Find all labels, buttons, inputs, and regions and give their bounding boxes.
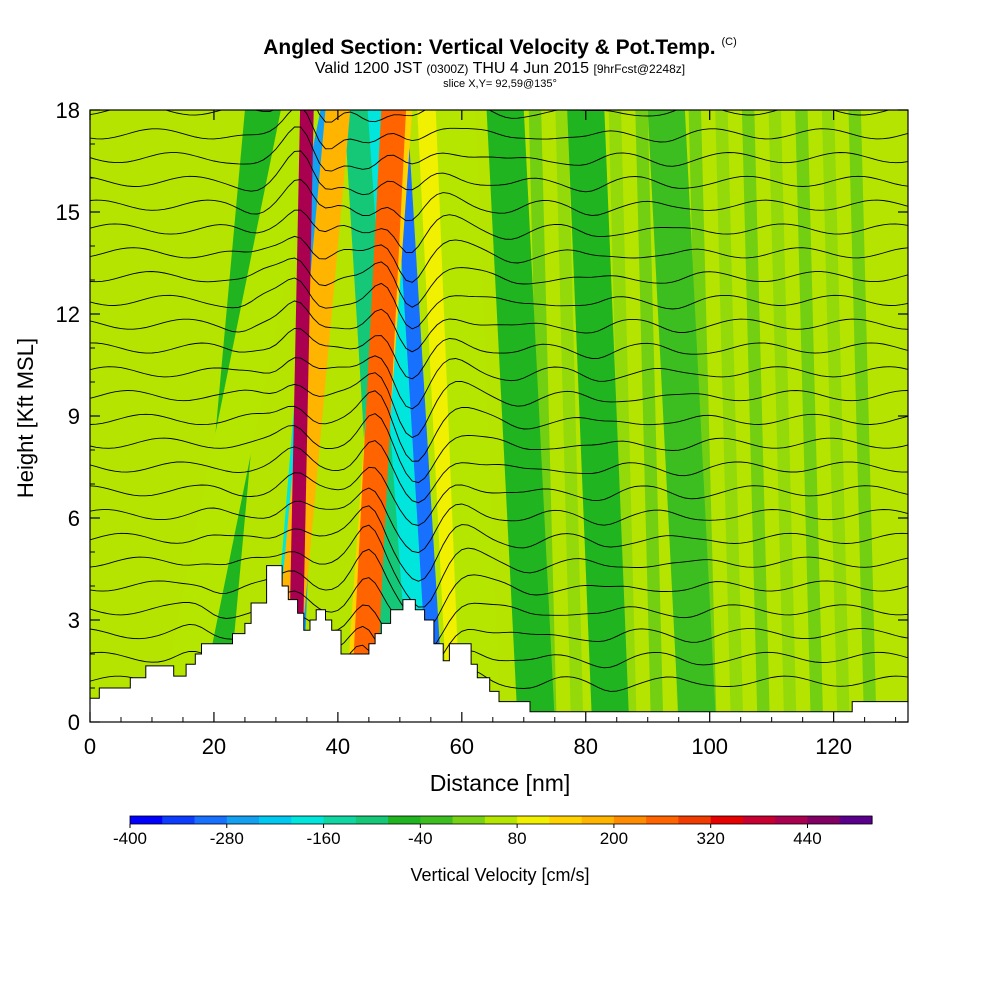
slice-info: slice X,Y= 92,59@135° [443,78,557,90]
theta-contour-line [90,257,908,308]
colorbar-swatch [517,816,550,824]
texture-streak [635,110,664,722]
x-tick-label: 80 [574,734,598,759]
theta-contour-line [90,209,908,253]
colorbar-swatch [581,816,615,824]
colorbar-swatch [484,816,518,824]
theta-contour-line [90,235,908,283]
colorbar-tick-label: 440 [793,829,821,848]
texture-streak [821,110,850,722]
colorbar-swatch [646,816,680,824]
texture-streak [741,110,770,722]
texture-streak [715,110,744,722]
colorbar-tick-label: 200 [600,829,628,848]
x-tick-label: 120 [815,734,852,759]
colorbar-tick-label: -160 [307,829,341,848]
colorbar-swatch [259,816,292,824]
colorbar-tick-label: 80 [508,829,527,848]
x-axis-label: Distance [nm] [430,770,571,796]
theta-contour-line [90,300,908,353]
theta-contour-line [90,150,908,196]
theta-contour-line [90,110,891,123]
colorbar-tick-label: -400 [113,829,147,848]
theta-contour-line [90,505,908,582]
theta-contour-line [90,413,908,484]
downdraft-band [486,110,555,722]
colorbar-swatch [323,816,357,824]
colorbar-swatch [291,816,325,824]
downdraft-band [567,110,630,722]
theta-contour-line [90,548,908,632]
theta-contour-line [90,355,908,410]
downdraft-band [647,110,716,722]
y-tick-label: 3 [68,608,80,633]
colorbar-swatch [742,816,776,824]
axes: 0 20 40 60 80 100 120 0 3 6 9 12 15 18 [56,98,908,759]
theta-contour-line [90,604,908,671]
colorbar-swatch [549,816,583,824]
updraft-band [269,110,351,722]
colorbar-swatch [420,816,454,824]
colorbar-swatch [388,816,421,824]
y-tick-label: 6 [68,506,80,531]
theta-contour-line [90,440,908,504]
x-tick-label: 20 [202,734,226,759]
colorbar-tick-label: -280 [210,829,244,848]
theta-contour-line [90,577,908,651]
texture-streak [608,110,637,722]
colorbar: -400 -280 -160 -40 80 200 320 440 [113,815,873,848]
y-tick-label: 12 [56,302,80,327]
theta-contour-line [90,524,908,608]
colorbar-frame [129,815,873,825]
colorbar-swatch [162,816,196,824]
theta-contour-line [90,126,908,172]
texture-streak [795,110,824,722]
colorbar-swatch [678,816,712,824]
theta-contour-line [90,390,908,462]
colorbar-swatch [355,816,389,824]
chart-subtitle: Valid 1200 JST (0300Z) THU 4 Jun 2015 [9… [314,60,686,77]
y-axis-label: Height [Kft MSL] [13,338,38,498]
colorbar-swatch [130,816,163,824]
theta-contour-line [90,277,908,330]
theta-contour-line [90,487,908,554]
y-tick-label: 15 [56,200,80,225]
x-tick-label: 40 [326,734,350,759]
updraft-band [287,110,314,722]
colorbar-swatch [775,816,809,824]
theta-contour-line [90,372,908,439]
chart-title: Angled Section: Vertical Velocity & Pot.… [263,36,737,59]
velocity-field [90,110,908,722]
texture-streak [528,110,557,722]
texture-streak [848,110,877,722]
colorbar-tick-label: 320 [697,829,725,848]
texture-streak [768,110,797,722]
colorbar-swatch [710,816,744,824]
colorbar-tick-label: -40 [408,829,433,848]
theta-contour-line [90,327,908,380]
y-tick-label: 0 [68,710,80,735]
terrain-mask [89,565,909,723]
colorbar-swatch [452,816,486,824]
x-tick-label: 100 [691,734,728,759]
colorbar-swatch [194,816,228,824]
colorbar-title: Vertical Velocity [cm/s] [410,865,589,885]
y-tick-label: 18 [56,98,80,123]
updraft-band [435,110,501,722]
theta-contour-line [90,466,908,526]
theta-contour-line [90,110,908,150]
texture-streak [555,110,584,722]
x-tick-label: 60 [450,734,474,759]
theta-contour-line [90,60,908,106]
colorbar-swatch [613,816,647,824]
colorbar-swatch [226,816,260,824]
colorbar-swatch [839,816,873,824]
x-tick-label: 0 [84,734,96,759]
theta-contour-line [90,179,908,222]
colorbar-swatch [807,816,841,824]
y-tick-label: 9 [68,404,80,429]
